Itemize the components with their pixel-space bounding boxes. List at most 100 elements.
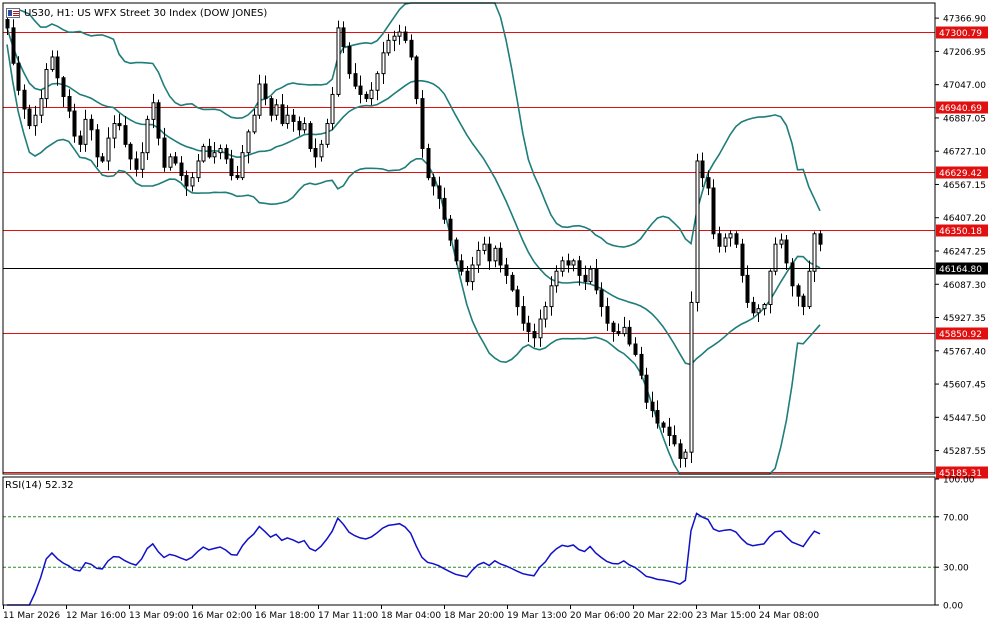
candle-body (291, 114, 296, 122)
candle-body (459, 260, 464, 272)
candle-body (106, 137, 111, 162)
candle-body (521, 306, 526, 324)
candle-body (470, 264, 475, 283)
candle-body (790, 262, 795, 287)
candle-body (330, 93, 335, 125)
level-price-tag (936, 224, 988, 237)
candle-body (235, 175, 240, 179)
candle-body (123, 125, 128, 145)
candle-body (168, 156, 173, 168)
level-price-label: 45185.31 (939, 469, 982, 479)
time-tick-label: 18 Mar 04:00 (381, 611, 441, 621)
level-price-tag (936, 166, 988, 179)
candlesticks (5, 16, 823, 468)
candle-body (751, 301, 756, 314)
candle-body (661, 422, 666, 428)
price-tick-label: 45767.40 (943, 347, 986, 357)
candle-body (61, 77, 66, 98)
level-price-label: 46350.18 (939, 227, 982, 237)
level-price-label: 46629.42 (939, 169, 982, 179)
candle-body (454, 239, 459, 262)
candle-body (50, 56, 55, 70)
current-price-line: 46164.80 (3, 262, 988, 275)
candle-body (134, 158, 139, 170)
chart-header: US30, H1: US WFX Street 30 Index (DOW JO… (6, 6, 267, 20)
candle-body (526, 322, 531, 333)
candle-body (353, 73, 358, 87)
candle-body (543, 306, 548, 320)
candle-body (426, 148, 431, 179)
current-price-tag (936, 262, 988, 275)
candle-body (689, 301, 694, 453)
candle-body (381, 52, 386, 75)
candle-body (745, 274, 750, 303)
candle-body (414, 56, 419, 100)
candle-body (347, 46, 352, 75)
level-price-tag (936, 466, 988, 479)
rsi-line (7, 512, 821, 606)
time-tick-label: 18 Mar 20:00 (444, 611, 504, 621)
candle-body (128, 143, 133, 160)
candle-body (796, 285, 801, 297)
candle-body (229, 158, 234, 177)
candle-body (297, 120, 302, 131)
candle-body (448, 218, 453, 241)
candle-body (67, 96, 72, 112)
chart-frame (2, 2, 936, 606)
chart-window-flag-icon[interactable] (6, 8, 20, 18)
price-tick-label: 47206.95 (943, 48, 986, 58)
candle-body (672, 435, 677, 445)
candle-body (773, 243, 778, 272)
candle-body (740, 243, 745, 276)
candle-body (431, 177, 436, 187)
time-tick-label: 12 Mar 16:00 (66, 611, 126, 621)
candle-body (627, 326, 632, 345)
candle-body (5, 19, 10, 29)
candle-body (566, 260, 571, 266)
candle-body (762, 303, 767, 310)
candle-body (319, 143, 324, 158)
candle-body (212, 152, 217, 158)
candle-body (554, 270, 559, 287)
candle-body (588, 268, 593, 283)
candle-body (818, 233, 823, 245)
candle-body (375, 73, 380, 91)
rsi-tick-label: 30.00 (943, 564, 969, 574)
price-tick-label: 45287.55 (943, 447, 986, 457)
candle-body (487, 243, 492, 262)
candle-body (392, 35, 397, 41)
price-axis: 47366.90 47206.95 47047.00 46887.05 46727.10… (935, 15, 986, 457)
level-price-label: 45850.92 (939, 330, 982, 340)
candle-body (22, 89, 27, 110)
price-panel-frame (2, 2, 936, 475)
candle-body (117, 123, 122, 127)
candle-body (16, 62, 21, 91)
candle-body (482, 243, 487, 251)
candle-body (504, 264, 509, 276)
candle-body (156, 102, 161, 139)
candle-body (78, 135, 83, 145)
candle-body (409, 39, 414, 58)
candle-body (616, 331, 621, 335)
price-tick-label: 46407.20 (943, 214, 986, 224)
price-tick-label: 47047.00 (943, 81, 986, 91)
candle-body (285, 114, 290, 125)
candle-body (44, 68, 49, 100)
price-tick-label: 47366.90 (943, 15, 986, 25)
candle-body (622, 326, 627, 335)
candle-body (39, 98, 44, 116)
candle-body (369, 89, 374, 100)
candle-body (145, 118, 150, 154)
candle-body (734, 233, 739, 245)
candle-body (162, 137, 167, 168)
level-price-tag (936, 327, 988, 340)
candle-body (201, 145, 206, 162)
candle-body (650, 401, 655, 412)
candle-body (812, 233, 817, 272)
candle-body (274, 104, 279, 116)
candle-body (358, 85, 363, 95)
candle-body (532, 331, 537, 339)
candle-body (196, 160, 201, 179)
